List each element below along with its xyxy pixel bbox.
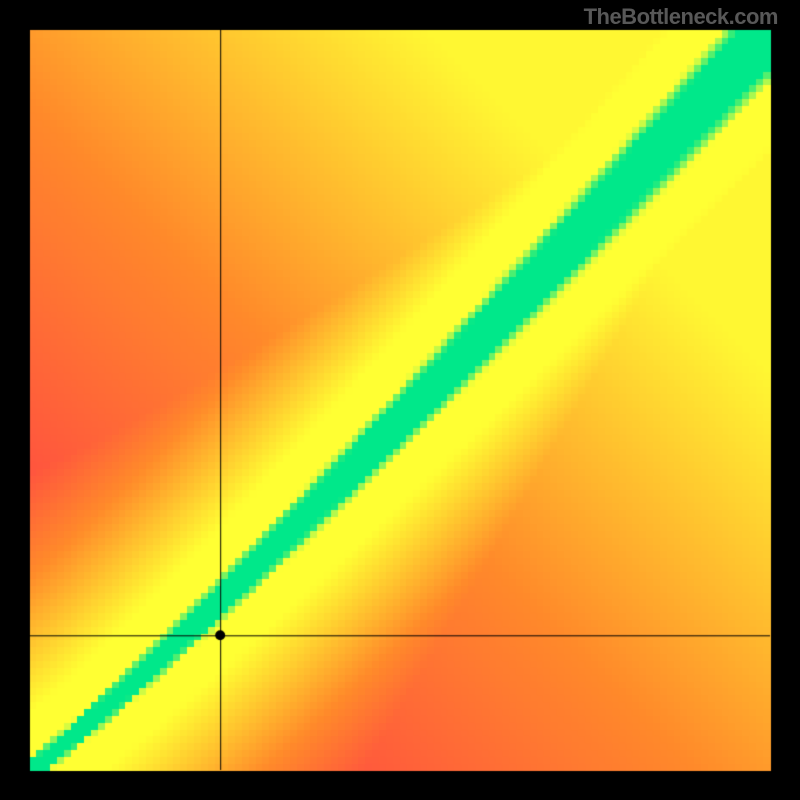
chart-container: TheBottleneck.com (0, 0, 800, 800)
bottleneck-heatmap (0, 0, 800, 800)
watermark-text: TheBottleneck.com (584, 4, 778, 30)
